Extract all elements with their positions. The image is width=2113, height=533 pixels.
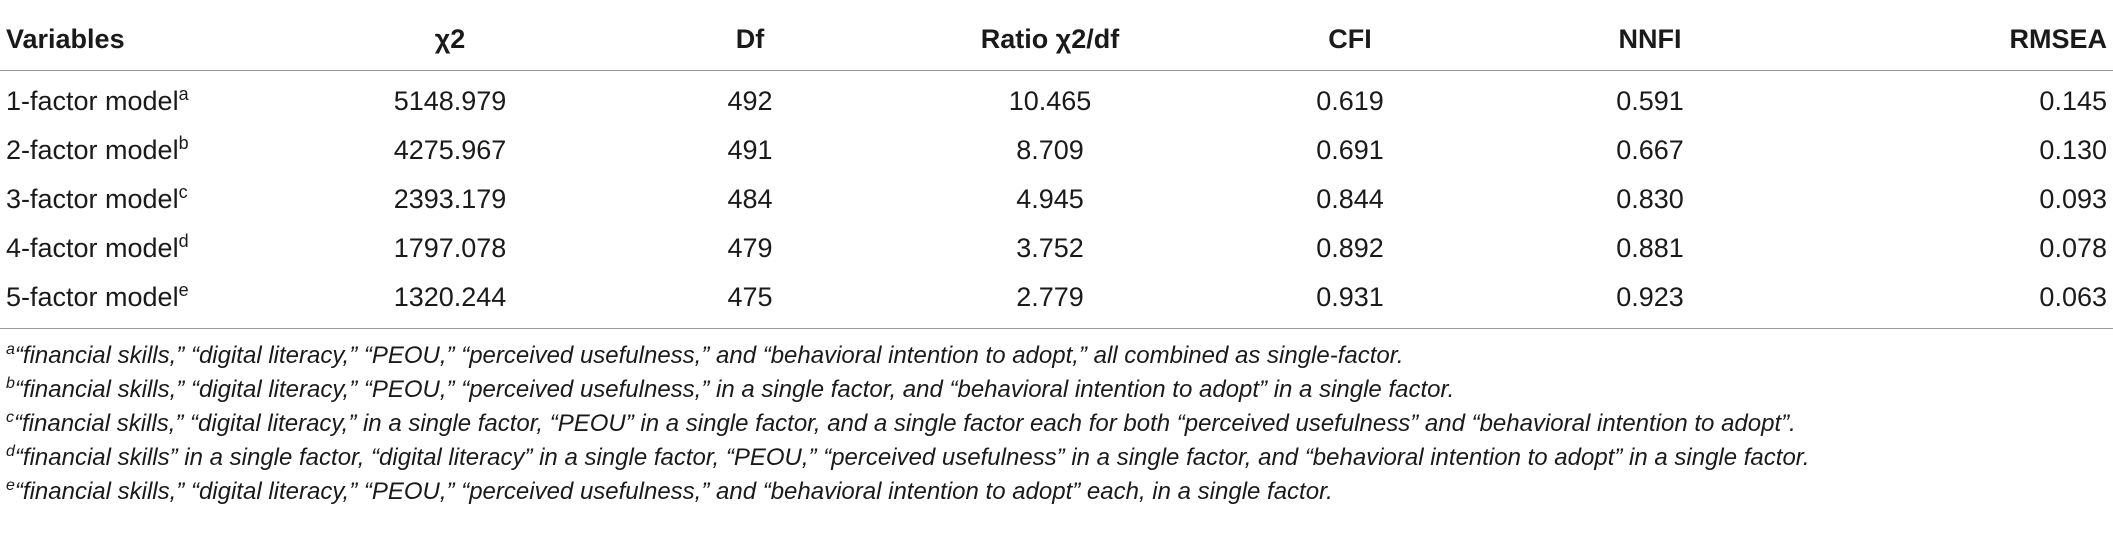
cell-chi-square: 4275.967 — [393, 135, 507, 165]
table-row: 1-factor modela 5148.979 492 10.465 0.61… — [0, 71, 2113, 127]
cell-cfi: 0.691 — [1316, 135, 1384, 165]
header-ratio: Ratio χ2/df — [900, 12, 1200, 71]
cell-rmsea: 0.093 — [2039, 184, 2107, 214]
cell-chi-square: 1320.244 — [300, 273, 600, 329]
header-cfi: CFI — [1200, 12, 1500, 71]
footnote-b: b“financial skills,” “digital literacy,”… — [6, 373, 2113, 407]
footnote-text: “financial skills,” “digital literacy,” … — [14, 478, 1333, 505]
cell-rmsea: 0.145 — [2039, 86, 2107, 116]
cell-cfi: 0.931 — [1200, 273, 1500, 329]
cell-ratio: 2.779 — [900, 273, 1200, 329]
footnote-mark: a — [6, 341, 15, 358]
row-label-cell: 5-factor modele — [0, 273, 300, 329]
cell-df: 491 — [727, 135, 773, 165]
footnote-mark: b — [6, 375, 15, 392]
cell-ratio: 3.752 — [1016, 233, 1084, 263]
row-label-cell: 4-factor modeld — [0, 224, 300, 273]
cell-nnfi: 0.591 — [1616, 86, 1684, 116]
cell-rmsea: 0.078 — [2039, 233, 2107, 263]
cell-df: 492 — [727, 86, 773, 116]
cell-chi-square: 2393.179 — [393, 184, 507, 214]
table-row: 2-factor modelb 4275.967 491 8.709 0.691… — [0, 126, 2113, 175]
footnote-marker: b — [178, 133, 189, 153]
footnote-a: a“financial skills,” “digital literacy,”… — [6, 339, 2113, 373]
row-label: 3-factor model — [6, 184, 179, 214]
row-label: 4-factor model — [6, 233, 179, 263]
footnote-marker: e — [178, 280, 189, 300]
footnote-c: c“financial skills,” “digital literacy,”… — [6, 407, 2113, 441]
footnote-marker: c — [178, 182, 188, 202]
table-row: 5-factor modele 1320.244 475 2.779 0.931… — [0, 273, 2113, 329]
row-label: 5-factor model — [6, 282, 179, 312]
table-row: 4-factor modeld 1797.078 479 3.752 0.892… — [0, 224, 2113, 273]
cell-df: 475 — [600, 273, 900, 329]
row-label-cell: 2-factor modelb — [0, 126, 300, 175]
cell-ratio: 8.709 — [1016, 135, 1084, 165]
table-footnotes: a“financial skills,” “digital literacy,”… — [0, 329, 2113, 509]
footnote-marker: d — [178, 231, 189, 251]
footnote-text: “financial skills” in a single factor, “… — [14, 444, 1810, 471]
cell-cfi: 0.892 — [1316, 233, 1384, 263]
footnote-text: “financial skills,” “digital literacy,” … — [14, 376, 1455, 403]
cell-rmsea: 0.130 — [2039, 135, 2107, 165]
row-label: 2-factor model — [6, 135, 179, 165]
cell-rmsea: 0.063 — [1800, 273, 2113, 329]
footnote-mark: e — [6, 477, 15, 494]
cell-nnfi: 0.923 — [1500, 273, 1800, 329]
cell-df: 484 — [727, 184, 773, 214]
table-row: 3-factor modelc 2393.179 484 4.945 0.844… — [0, 175, 2113, 224]
cell-chi-square: 1797.078 — [393, 233, 507, 263]
cell-nnfi: 0.667 — [1616, 135, 1684, 165]
cell-nnfi: 0.881 — [1616, 233, 1684, 263]
cell-ratio: 10.465 — [1008, 86, 1092, 116]
header-variables: Variables — [0, 12, 300, 71]
header-nnfi: NNFI — [1500, 12, 1800, 71]
footnote-e: e“financial skills,” “digital literacy,”… — [6, 475, 2113, 509]
footnote-marker: a — [178, 84, 189, 104]
model-fit-table: Variables χ2 Df Ratio χ2/df CFI NNFI RMS… — [0, 12, 2113, 329]
row-label-cell: 1-factor modela — [0, 71, 300, 127]
footnote-d: d“financial skills” in a single factor, … — [6, 441, 2113, 475]
table-header-row: Variables χ2 Df Ratio χ2/df CFI NNFI RMS… — [0, 12, 2113, 71]
cell-nnfi: 0.830 — [1616, 184, 1684, 214]
footnote-text: “financial skills,” “digital literacy,” … — [14, 410, 1796, 437]
cell-df: 479 — [727, 233, 773, 263]
header-chi-square: χ2 — [300, 12, 600, 71]
cell-cfi: 0.619 — [1316, 86, 1384, 116]
footnote-text: “financial skills,” “digital literacy,” … — [14, 342, 1404, 369]
cell-cfi: 0.844 — [1316, 184, 1384, 214]
header-df: Df — [600, 12, 900, 71]
cell-ratio: 4.945 — [1016, 184, 1084, 214]
row-label-cell: 3-factor modelc — [0, 175, 300, 224]
row-label: 1-factor model — [6, 86, 179, 116]
header-rmsea: RMSEA — [1800, 12, 2113, 71]
footnote-mark: d — [6, 443, 15, 460]
cell-chi-square: 5148.979 — [393, 86, 507, 116]
footnote-mark: c — [6, 409, 14, 426]
